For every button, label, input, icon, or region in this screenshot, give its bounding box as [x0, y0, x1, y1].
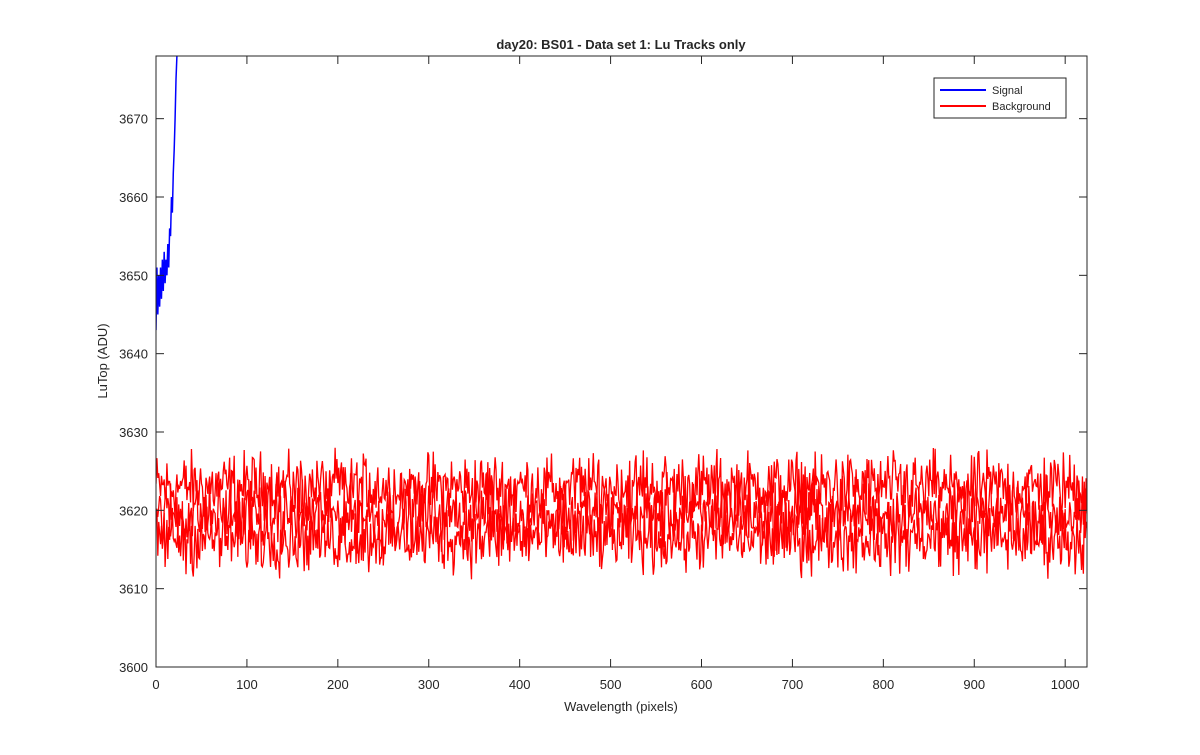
series-layer: [156, 56, 1087, 580]
y-tick-label: 3630: [119, 425, 148, 440]
signal-line: [156, 56, 178, 331]
y-tick-label: 3610: [119, 582, 148, 597]
y-tick-label: 3650: [119, 268, 148, 283]
legend-label-signal: Signal: [992, 85, 1023, 97]
y-tick-label: 3670: [119, 112, 148, 127]
axes-box: [155, 55, 1088, 668]
y-tick-label: 3620: [119, 503, 148, 518]
x-tick-label: 600: [691, 677, 713, 692]
x-tick-label: 500: [600, 677, 622, 692]
legend: Signal Background: [933, 77, 1067, 119]
background-track-3: [156, 493, 1087, 580]
x-tick-label: 800: [872, 677, 894, 692]
y-tick-label: 3660: [119, 190, 148, 205]
x-tick-label: 300: [418, 677, 440, 692]
y-tick-label: 3640: [119, 347, 148, 362]
x-tick-label: 900: [963, 677, 985, 692]
x-tick-label: 0: [152, 677, 159, 692]
x-tick-label: 400: [509, 677, 531, 692]
plot-area: [156, 56, 1087, 667]
x-tick-label: 1000: [1051, 677, 1080, 692]
legend-box: [933, 77, 1067, 119]
x-axis-label: Wavelength (pixels): [564, 699, 678, 714]
x-tick-label: 200: [327, 677, 349, 692]
chart-title: day20: BS01 - Data set 1: Lu Tracks only: [496, 37, 746, 52]
background-track-1: [156, 447, 1087, 531]
legend-label-background: Background: [992, 101, 1051, 113]
x-tick-label: 100: [236, 677, 258, 692]
x-axis: 0 100 200 300 400 500 600 700 800 900 1000: [152, 56, 1080, 692]
y-tick-label: 3600: [119, 660, 148, 675]
y-axis: 3600 3610 3620 3630 3640 3650 3660 3670: [119, 112, 1087, 675]
y-axis-label: LuTop (ADU): [95, 323, 110, 398]
x-tick-label: 700: [782, 677, 804, 692]
